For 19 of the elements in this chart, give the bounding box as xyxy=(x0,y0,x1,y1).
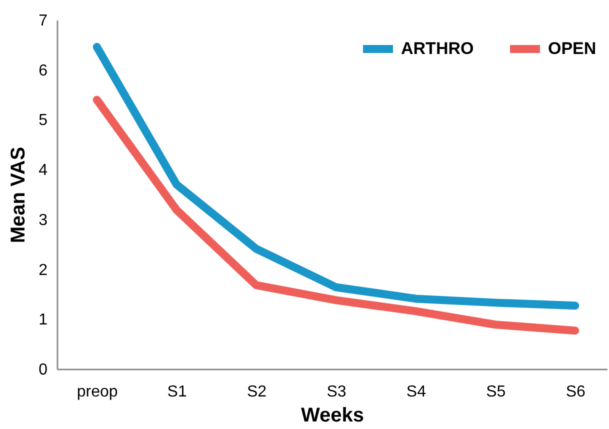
y-tick-label: 0 xyxy=(38,362,48,378)
x-tick-label: S2 xyxy=(246,384,267,400)
y-tick-label: 6 xyxy=(38,62,48,80)
y-tick-label: 5 xyxy=(38,112,48,130)
y-tick-label: 7 xyxy=(38,12,48,30)
y-tick-label: 1 xyxy=(38,312,48,329)
legend-label: OPEN xyxy=(548,39,596,58)
y-tick-label: 3 xyxy=(38,212,48,229)
x-tick-label: S6 xyxy=(566,384,586,400)
y-tick-label: 2 xyxy=(38,262,48,279)
x-tick-label: S5 xyxy=(486,384,506,400)
x-tick-label: S3 xyxy=(326,384,346,400)
y-tick-label: 4 xyxy=(38,162,48,180)
x-tick-label: preop xyxy=(76,384,118,400)
x-axis-title: Weeks xyxy=(300,404,364,426)
y-axis-title: Mean VAS xyxy=(8,146,30,244)
legend-label: ARTHRO xyxy=(401,39,474,58)
x-tick-label: S4 xyxy=(406,384,426,400)
x-tick-label: S1 xyxy=(167,384,187,400)
